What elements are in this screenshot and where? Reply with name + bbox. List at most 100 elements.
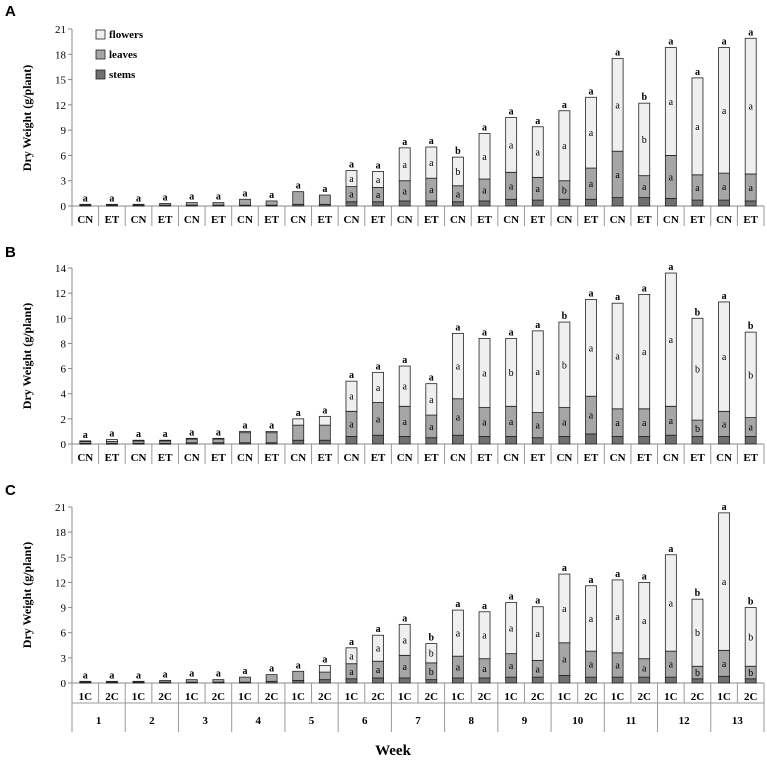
bar-significance-label: a bbox=[482, 664, 487, 675]
bar-flowers bbox=[398, 147, 411, 182]
bar-stems bbox=[452, 434, 464, 445]
bar-flowers bbox=[132, 439, 145, 442]
category-label: CN bbox=[237, 214, 253, 226]
y-tick-label: 15 bbox=[55, 75, 67, 87]
total-significance-label: a bbox=[535, 596, 540, 607]
total-significance-label: a bbox=[642, 571, 647, 582]
bar-flowers bbox=[585, 299, 597, 397]
bar-significance-label: a bbox=[615, 418, 620, 429]
category-label: 2C bbox=[318, 691, 332, 703]
category-label: 2C bbox=[584, 691, 598, 703]
bar-flowers bbox=[611, 58, 624, 152]
bar-significance-label: b bbox=[748, 370, 753, 381]
total-significance-label: a bbox=[402, 355, 407, 366]
category-label: ET bbox=[637, 214, 652, 226]
category-label: 2C bbox=[371, 691, 385, 703]
total-significance-label: a bbox=[243, 420, 248, 431]
bar-flowers bbox=[638, 582, 651, 660]
bar-leaves bbox=[106, 680, 118, 683]
bar-significance-label: a bbox=[429, 422, 434, 433]
bar-significance-label: a bbox=[669, 172, 674, 183]
bar-stems bbox=[452, 677, 464, 684]
bar-significance-label: a bbox=[349, 419, 354, 430]
panel-b: B 0 2 4 6 8 10 12 14 Dry Weight (g/plant) a CN a ET a… bbox=[5, 244, 765, 464]
bar-stems bbox=[505, 436, 518, 445]
category-label: ET bbox=[105, 214, 120, 226]
bar-leaves bbox=[318, 194, 331, 205]
total-significance-label: a bbox=[83, 670, 88, 681]
category-label: CN bbox=[344, 214, 360, 226]
category-label: ET bbox=[211, 214, 226, 226]
bar-flowers bbox=[611, 579, 624, 654]
total-significance-label: a bbox=[668, 37, 673, 48]
total-significance-label: a bbox=[322, 405, 327, 416]
bar-stems bbox=[611, 197, 624, 207]
bar-significance-label: a bbox=[722, 182, 727, 193]
total-significance-label: a bbox=[402, 613, 407, 624]
category-label: ET bbox=[690, 214, 705, 226]
bar-significance-label: a bbox=[536, 367, 541, 378]
total-significance-label: a bbox=[189, 427, 194, 438]
bar-stems bbox=[744, 678, 757, 684]
total-significance-label: a bbox=[482, 601, 487, 612]
bar-significance-label: a bbox=[482, 368, 487, 379]
bar-stems bbox=[718, 675, 730, 684]
bar-stems bbox=[638, 197, 651, 207]
total-significance-label: a bbox=[296, 660, 301, 671]
category-label: 1C bbox=[345, 691, 359, 703]
bar-significance-label: b bbox=[695, 424, 700, 435]
total-significance-label: b bbox=[748, 321, 754, 332]
category-label: CN bbox=[290, 452, 306, 464]
bar-significance-label: a bbox=[615, 352, 620, 363]
bar-significance-label: b bbox=[562, 185, 567, 196]
bar-leaves bbox=[292, 191, 305, 205]
bar-stems bbox=[664, 434, 677, 445]
category-label: 2C bbox=[105, 691, 119, 703]
bar-significance-label: a bbox=[349, 174, 354, 185]
panel-letter-c: C bbox=[5, 482, 16, 499]
bar-stems bbox=[531, 437, 544, 445]
y-tick-label: 18 bbox=[55, 49, 67, 61]
week-label: 1 bbox=[96, 715, 102, 727]
bar-leaves bbox=[265, 432, 278, 444]
total-significance-label: a bbox=[642, 283, 647, 294]
bar-significance-label: a bbox=[349, 651, 354, 662]
bar-significance-label: a bbox=[642, 418, 647, 429]
bar-significance-label: a bbox=[642, 182, 647, 193]
week-label: 8 bbox=[468, 715, 474, 727]
bar-leaves bbox=[212, 679, 225, 683]
bar-significance-label: a bbox=[642, 616, 647, 627]
category-label: 1C bbox=[132, 691, 146, 703]
bar-significance-label: a bbox=[536, 421, 541, 432]
bar-flowers bbox=[212, 437, 225, 440]
bar-significance-label: b bbox=[695, 628, 700, 639]
y-axis-title: Dry Weight (g/plant) bbox=[20, 542, 34, 648]
bar-significance-label: a bbox=[562, 141, 567, 152]
bar-leaves bbox=[265, 674, 278, 682]
category-label: CN bbox=[184, 452, 200, 464]
legend-swatch-flowers bbox=[95, 29, 106, 40]
legend-swatch-leaves bbox=[95, 49, 106, 60]
category-label: ET bbox=[318, 452, 333, 464]
category-label: ET bbox=[318, 214, 333, 226]
bar-stems bbox=[372, 434, 384, 445]
total-significance-label: a bbox=[562, 563, 567, 574]
bar-leaves bbox=[318, 671, 331, 681]
bar-leaves bbox=[292, 670, 305, 681]
bar-stems bbox=[292, 439, 305, 445]
bar-leaves bbox=[239, 198, 251, 206]
bar-significance-label: a bbox=[402, 186, 407, 197]
bar-leaves bbox=[265, 200, 278, 206]
week-label: 12 bbox=[679, 715, 691, 727]
bar-flowers bbox=[664, 47, 677, 156]
total-significance-label: a bbox=[349, 370, 354, 381]
bar-significance-label: a bbox=[376, 190, 381, 201]
week-label: 7 bbox=[415, 715, 421, 727]
total-significance-label: a bbox=[482, 327, 487, 338]
y-tick-label: 21 bbox=[55, 502, 66, 514]
total-significance-label: a bbox=[402, 137, 407, 148]
bar-significance-label: b bbox=[695, 668, 700, 679]
bar-significance-label: a bbox=[456, 189, 461, 200]
category-label: 2C bbox=[744, 691, 758, 703]
bar-significance-label: a bbox=[376, 665, 381, 676]
